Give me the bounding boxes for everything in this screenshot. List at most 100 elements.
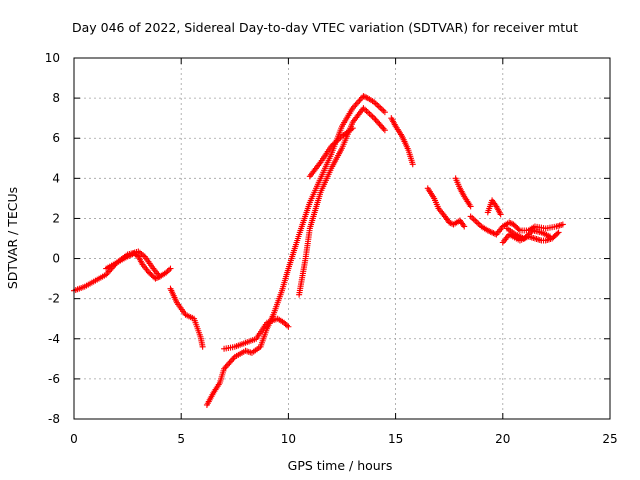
data-point-marker xyxy=(461,223,468,230)
data-point-marker xyxy=(363,94,370,101)
data-point-marker xyxy=(475,220,482,227)
data-point-marker xyxy=(554,230,561,237)
data-point-marker xyxy=(153,274,160,281)
data-point-marker xyxy=(546,233,553,240)
x-tick-label: 15 xyxy=(388,432,403,446)
data-point-marker xyxy=(484,227,491,234)
data-point-marker xyxy=(381,127,388,134)
y-tick-label: 4 xyxy=(52,171,60,185)
data-point-marker xyxy=(155,274,162,281)
chart-title: Day 046 of 2022, Sidereal Day-to-day VTE… xyxy=(72,20,578,35)
data-point-marker xyxy=(467,213,474,220)
y-tick-label: 6 xyxy=(52,131,60,145)
data-point-marker xyxy=(360,93,367,100)
series-track-9 xyxy=(424,185,468,230)
y-tick-label: 2 xyxy=(52,211,60,225)
data-point-marker xyxy=(375,119,382,126)
data-point-marker xyxy=(555,229,562,236)
data-point-marker xyxy=(378,106,385,113)
data-point-marker xyxy=(375,103,382,110)
data-points xyxy=(71,93,566,408)
x-tick-label: 0 xyxy=(70,432,78,446)
data-point-marker xyxy=(374,101,381,108)
data-point-marker xyxy=(285,323,292,330)
data-point-marker xyxy=(156,273,163,280)
data-point-marker xyxy=(521,235,528,242)
series-track-11 xyxy=(467,213,566,238)
series-track-4 xyxy=(203,93,388,408)
y-tick-label: -8 xyxy=(48,412,60,426)
data-point-marker xyxy=(376,121,383,128)
data-point-marker xyxy=(167,265,174,272)
data-point-marker xyxy=(380,125,387,132)
data-point-marker xyxy=(380,107,387,114)
data-point-marker xyxy=(470,216,477,223)
data-point-marker xyxy=(281,319,288,326)
data-point-marker xyxy=(283,322,290,329)
data-point-marker xyxy=(166,266,173,273)
data-point-marker xyxy=(472,217,479,224)
data-point-marker xyxy=(282,321,289,328)
data-point-marker xyxy=(356,97,363,104)
data-point-marker xyxy=(486,228,493,235)
data-point-marker xyxy=(377,122,384,129)
data-point-marker xyxy=(507,220,514,227)
series-track-3 xyxy=(167,285,206,350)
data-point-marker xyxy=(559,221,566,228)
series-track-12 xyxy=(484,197,504,218)
data-point-marker xyxy=(489,229,496,236)
data-point-marker xyxy=(524,232,531,239)
data-point-marker xyxy=(352,102,359,109)
data-point-marker xyxy=(227,358,234,365)
data-point-marker xyxy=(497,211,504,218)
data-point-marker xyxy=(377,104,384,111)
plot-frame xyxy=(73,57,611,420)
y-tick-label: -6 xyxy=(48,372,60,386)
data-point-marker xyxy=(515,226,522,233)
x-tick-label: 20 xyxy=(495,432,510,446)
data-point-marker xyxy=(361,93,368,100)
y-tick-label: 10 xyxy=(45,51,60,65)
data-point-marker xyxy=(353,100,360,107)
data-point-marker xyxy=(372,116,379,123)
series-track-5 xyxy=(221,315,292,352)
data-point-marker xyxy=(164,268,171,275)
series-track-10 xyxy=(452,175,474,210)
data-point-marker xyxy=(381,109,388,116)
data-point-marker xyxy=(409,161,416,168)
axis-ticks: 0 5 10 15 20 25 -8 -6 -4 -2 0 2 4 6 8 10 xyxy=(45,51,618,446)
x-tick-label: 5 xyxy=(177,432,185,446)
data-point-marker xyxy=(365,109,372,116)
y-tick-label: 8 xyxy=(52,91,60,105)
data-point-marker xyxy=(225,361,232,368)
data-point-marker xyxy=(373,118,380,125)
data-point-marker xyxy=(199,343,206,350)
grid xyxy=(74,58,610,419)
data-point-marker xyxy=(487,228,494,235)
data-point-marker xyxy=(491,230,498,237)
data-point-marker xyxy=(226,359,233,366)
data-point-marker xyxy=(349,125,356,132)
data-point-marker xyxy=(525,231,532,238)
data-point-marker xyxy=(522,234,529,241)
series-track-8 xyxy=(388,115,416,168)
data-point-marker xyxy=(363,108,370,115)
data-point-marker xyxy=(223,362,230,369)
x-tick-label: 10 xyxy=(281,432,296,446)
data-point-marker xyxy=(368,112,375,119)
data-point-marker xyxy=(467,203,474,210)
series-track-6 xyxy=(296,105,388,298)
y-tick-label: 0 xyxy=(52,252,60,266)
data-point-marker xyxy=(446,219,453,226)
y-tick-label: -2 xyxy=(48,292,60,306)
series-track-7 xyxy=(306,125,356,180)
series-track-1 xyxy=(71,248,174,294)
data-point-marker xyxy=(469,214,476,221)
y-tick-label: -4 xyxy=(48,332,60,346)
y-axis-label: SDTVAR / TECUs xyxy=(5,187,20,289)
data-point-marker xyxy=(152,275,159,282)
data-point-marker xyxy=(366,110,373,117)
data-point-marker xyxy=(229,356,236,363)
data-point-marker xyxy=(105,268,112,275)
data-point-marker xyxy=(163,269,170,276)
